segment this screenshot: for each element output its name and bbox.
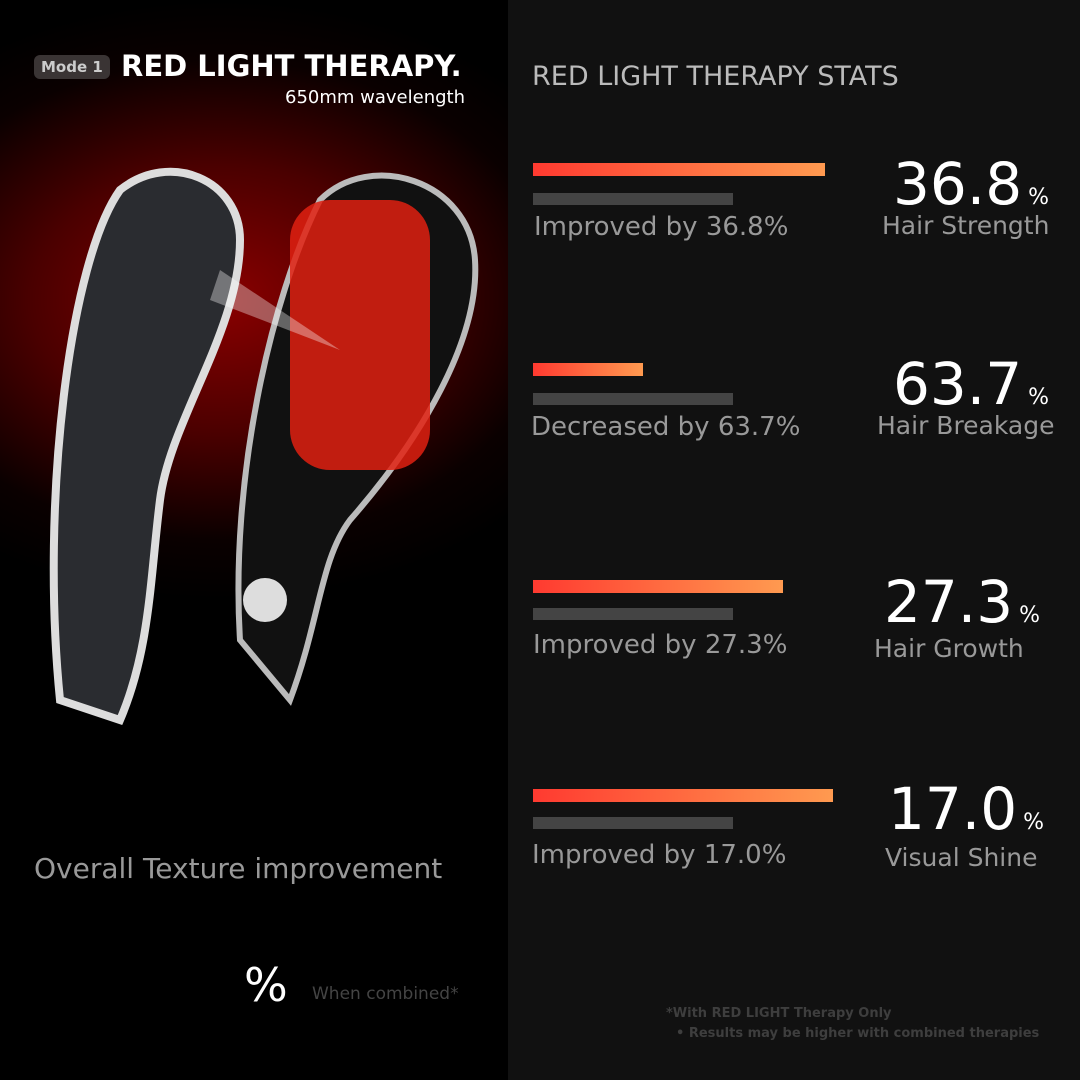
stat-caption: Improved by 27.3% bbox=[533, 630, 788, 660]
baseline-bar bbox=[533, 193, 733, 205]
baseline-bar bbox=[533, 393, 733, 405]
stat-caption: Improved by 36.8% bbox=[534, 212, 789, 242]
footnote-text: Results may be higher with combined ther… bbox=[688, 1026, 1040, 1041]
overall-title: Overall Texture improvement bbox=[34, 852, 443, 885]
stat-number: 63.7 bbox=[893, 350, 1023, 418]
stat-number: 17.0 bbox=[888, 775, 1018, 843]
stats-title: RED LIGHT THERAPY STATS bbox=[532, 61, 899, 92]
stat-unit: % bbox=[1019, 603, 1041, 628]
baseline-bar bbox=[533, 817, 733, 829]
stat-label: Visual Shine bbox=[885, 843, 1038, 872]
stat-label: Hair Breakage bbox=[877, 411, 1055, 440]
stat-bar bbox=[533, 363, 643, 376]
mode-badge: Mode 1 bbox=[34, 55, 110, 79]
brush-left bbox=[49, 167, 245, 725]
title: RED LIGHT THERAPY. bbox=[121, 49, 462, 83]
stats-panel bbox=[508, 0, 1080, 1080]
stat-label: Hair Growth bbox=[874, 634, 1024, 663]
footnote: *With RED LIGHT Therapy Only bbox=[666, 1006, 892, 1021]
overall-unit: % bbox=[244, 958, 288, 1012]
stat-bar bbox=[533, 163, 825, 176]
stat-value: 36.8% bbox=[893, 150, 1049, 218]
subtitle: 650mm wavelength bbox=[285, 87, 465, 108]
stat-unit: % bbox=[1023, 810, 1045, 835]
baseline-bar bbox=[533, 608, 733, 620]
stat-value: 63.7% bbox=[893, 350, 1049, 418]
stat-label: Hair Strength bbox=[882, 211, 1050, 240]
button bbox=[243, 578, 287, 622]
stat-value: 27.3% bbox=[884, 568, 1040, 636]
stat-caption: Improved by 17.0% bbox=[532, 840, 787, 870]
stat-caption: Decreased by 63.7% bbox=[531, 412, 801, 442]
footnote: • Results may be higher with combined th… bbox=[676, 1026, 1040, 1041]
stat-unit: % bbox=[1028, 185, 1050, 210]
stat-number: 27.3 bbox=[884, 568, 1014, 636]
stat-value: 17.0% bbox=[888, 775, 1044, 843]
mist bbox=[210, 270, 340, 350]
brush-illustration bbox=[49, 167, 479, 725]
overall-note: When combined* bbox=[312, 984, 459, 1004]
stat-unit: % bbox=[1028, 385, 1050, 410]
stat-bar bbox=[533, 789, 833, 802]
stat-number: 36.8 bbox=[893, 150, 1023, 218]
product-panel bbox=[0, 0, 508, 1080]
stat-bar bbox=[533, 580, 783, 593]
bristles bbox=[290, 200, 430, 470]
